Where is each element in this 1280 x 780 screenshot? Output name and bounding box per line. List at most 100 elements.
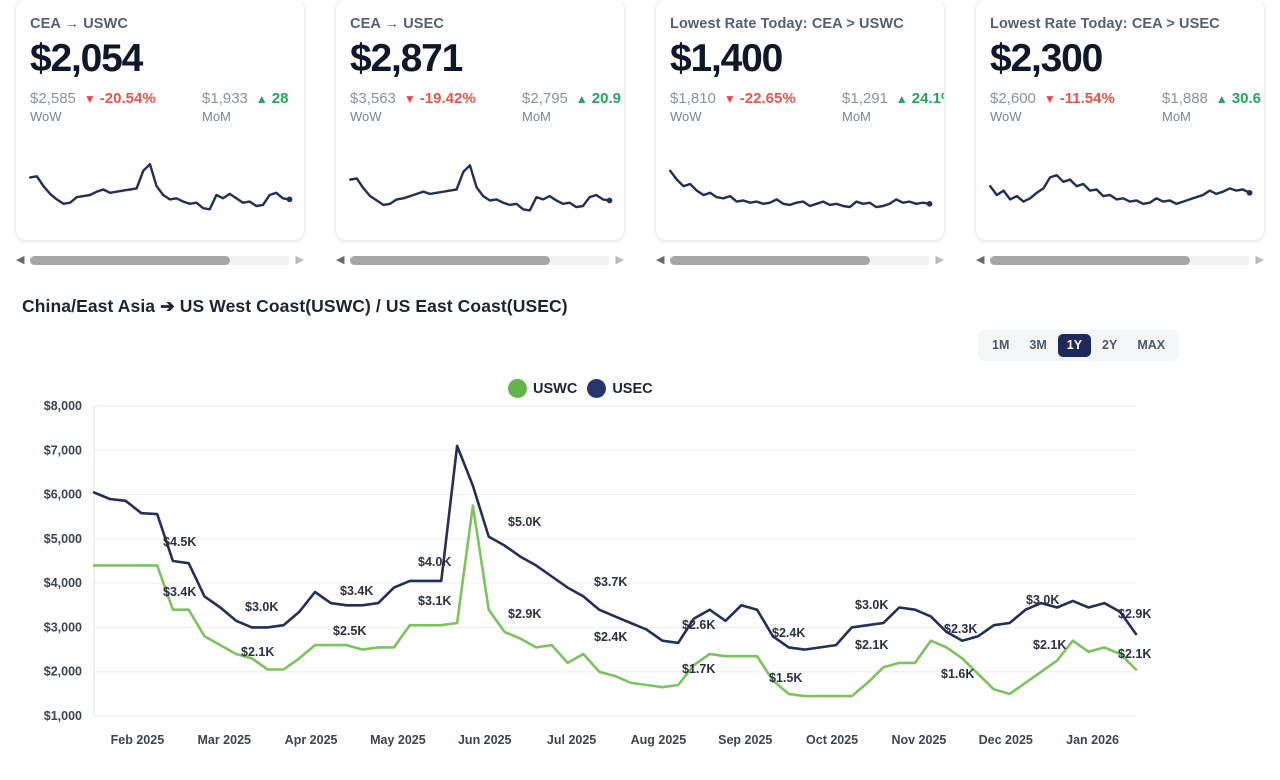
legend-label-uswc: USWC [533, 380, 578, 397]
scrollbar-thumb[interactable] [670, 255, 870, 265]
chart-legend: USWC USEC [508, 379, 653, 398]
x-axis-tick-label: Feb 2025 [111, 733, 165, 747]
scroll-right-arrow-icon[interactable]: ▶ [935, 253, 944, 266]
legend-item-usec[interactable]: USEC [587, 379, 653, 398]
rates-line-chart[interactable]: $1,000 $2,000 $3,000 $4,000 $5,000 $6,000 $7,0… [0, 396, 1280, 780]
range-btn-2y[interactable]: 2Y [1102, 338, 1118, 352]
x-axis-tick-label: Jun 2025 [458, 733, 512, 747]
triangle-up-icon: ▲ [575, 91, 588, 106]
scroll-left-arrow-icon[interactable]: ◀ [16, 253, 25, 266]
kpi-card-cea-uswc[interactable]: CEA → USWC $2,054 $2,585 ▼ -20.54% WoW $… [16, 0, 304, 240]
legend-dot-usec [587, 379, 607, 398]
kpi-mom-label: MoM [522, 109, 551, 125]
scrollbar-track[interactable] [30, 255, 290, 265]
data-point-label: $2.3K [944, 622, 977, 636]
triangle-down-icon: ▼ [723, 91, 736, 106]
data-point-label: $5.0K [508, 515, 541, 529]
kpi-wow-percent: -20.54% [99, 90, 156, 108]
data-point-label: $2.1K [1118, 647, 1151, 661]
y-axis-tick-label: $2,000 [44, 665, 82, 679]
kpi-card-wrapper: Lowest Rate Today: CEA > USWC $1,400 $1,… [640, 0, 960, 280]
sparkline-chart [668, 162, 934, 228]
kpi-delta-wow: $2,585 ▼ -20.54% WoW [30, 90, 202, 124]
series-line-uswc[interactable] [92, 504, 1138, 698]
kpi-card-title: Lowest Rate Today: CEA > USEC [990, 16, 1220, 32]
kpi-deltas: $3,563 ▼ -19.42% WoW $2,795 ▲ 20.9 MoM [350, 90, 621, 124]
kpi-card-value: $2,871 [350, 37, 463, 80]
card-scrollbar[interactable]: ◀ ▶ [656, 252, 944, 268]
kpi-mom-previous: $2,795 [522, 90, 568, 108]
kpi-card-title: CEA → USWC [30, 16, 128, 32]
kpi-mom-percent: 24.1% [911, 90, 944, 108]
kpi-card-cea-usec[interactable]: CEA → USEC $2,871 $3,563 ▼ -19.42% WoW $… [336, 0, 624, 240]
kpi-mom-label: MoM [842, 109, 871, 125]
sparkline-chart [988, 162, 1254, 228]
x-axis-tick-label: Jan 2026 [1066, 733, 1119, 747]
x-axis-tick-label: Jul 2025 [547, 733, 596, 747]
card-scrollbar[interactable]: ◀ ▶ [976, 252, 1264, 268]
data-point-label: $2.6K [682, 618, 715, 632]
data-point-label: $1.7K [682, 662, 715, 676]
scrollbar-track[interactable] [350, 255, 610, 265]
data-point-label: $1.5K [769, 671, 802, 685]
legend-label-usec: USEC [612, 380, 653, 397]
kpi-delta-mom: $1,888 ▲ 30.6 MoM [1162, 90, 1264, 124]
kpi-mom-label: MoM [202, 109, 231, 125]
scrollbar-track[interactable] [670, 255, 930, 265]
series-line-usec[interactable] [92, 444, 1138, 651]
scroll-left-arrow-icon[interactable]: ◀ [656, 253, 665, 266]
scroll-right-arrow-icon[interactable]: ▶ [1255, 253, 1264, 266]
x-axis-tick-label: Apr 2025 [285, 733, 338, 747]
data-point-label: $2.4K [772, 626, 805, 640]
kpi-card-value: $1,400 [670, 37, 783, 80]
kpi-card-lowest-uswc[interactable]: Lowest Rate Today: CEA > USWC $1,400 $1,… [656, 0, 944, 240]
data-point-label: $4.5K [163, 535, 196, 549]
kpi-deltas: $1,810 ▼ -22.65% WoW $1,291 ▲ 24.1% MoM [670, 90, 944, 124]
x-axis-tick-label: Oct 2025 [806, 733, 858, 747]
legend-item-uswc[interactable]: USWC [508, 379, 577, 398]
time-range-switch[interactable]: 1M 3M 1Y 2Y MAX [978, 330, 1180, 361]
kpi-wow-percent: -19.42% [419, 90, 476, 108]
kpi-wow-percent: -22.65% [739, 90, 796, 108]
sparkline-chart [348, 162, 614, 228]
data-point-label: $2.9K [508, 607, 541, 621]
kpi-mom-label: MoM [1162, 109, 1191, 125]
triangle-down-icon: ▼ [403, 91, 416, 106]
scrollbar-thumb[interactable] [30, 255, 230, 265]
data-point-label: $3.0K [855, 598, 888, 612]
kpi-mom-percent: 20.9 [591, 90, 621, 108]
kpi-wow-percent: -11.54% [1059, 90, 1115, 108]
kpi-card-lowest-usec[interactable]: Lowest Rate Today: CEA > USEC $2,300 $2,… [976, 0, 1264, 240]
kpi-mom-percent: 30.6 [1231, 90, 1261, 108]
kpi-mom-percent: 28 [271, 90, 289, 108]
kpi-deltas: $2,585 ▼ -20.54% WoW $1,933 ▲ 28 MoM [30, 90, 290, 124]
data-point-label: $3.0K [245, 600, 278, 614]
kpi-wow-previous: $3,563 [350, 90, 396, 108]
scroll-right-arrow-icon[interactable]: ▶ [615, 253, 624, 266]
scrollbar-thumb[interactable] [350, 255, 550, 265]
scrollbar-track[interactable] [990, 255, 1250, 265]
data-point-label: $2.1K [241, 645, 274, 659]
y-axis-tick-label: $5,000 [44, 532, 82, 546]
kpi-deltas: $2,600 ▼ -11.54% WoW $1,888 ▲ 30.6 MoM [990, 90, 1261, 124]
range-btn-1y[interactable]: 1Y [1057, 334, 1092, 357]
scroll-left-arrow-icon[interactable]: ◀ [336, 253, 345, 266]
kpi-wow-previous: $2,600 [990, 90, 1036, 108]
kpi-card-value: $2,054 [30, 37, 143, 80]
card-scrollbar[interactable]: ◀ ▶ [16, 252, 304, 268]
scroll-left-arrow-icon[interactable]: ◀ [976, 253, 985, 266]
kpi-cards-row: CEA → USWC $2,054 $2,585 ▼ -20.54% WoW $… [0, 0, 1280, 280]
x-axis-tick-label: Sep 2025 [718, 733, 772, 747]
range-btn-1m[interactable]: 1M [992, 338, 1010, 352]
scroll-right-arrow-icon[interactable]: ▶ [295, 253, 304, 266]
card-scrollbar[interactable]: ◀ ▶ [336, 252, 624, 268]
x-axis-tick-label: May 2025 [370, 733, 426, 747]
data-point-label: $2.9K [1118, 607, 1151, 621]
triangle-up-icon: ▲ [895, 91, 908, 106]
range-btn-max[interactable]: MAX [1137, 338, 1166, 352]
kpi-card-wrapper: Lowest Rate Today: CEA > USEC $2,300 $2,… [960, 0, 1280, 280]
scrollbar-thumb[interactable] [990, 255, 1190, 265]
range-btn-3m[interactable]: 3M [1029, 338, 1047, 352]
kpi-mom-previous: $1,933 [202, 90, 248, 108]
kpi-card-wrapper: CEA → USWC $2,054 $2,585 ▼ -20.54% WoW $… [0, 0, 320, 280]
